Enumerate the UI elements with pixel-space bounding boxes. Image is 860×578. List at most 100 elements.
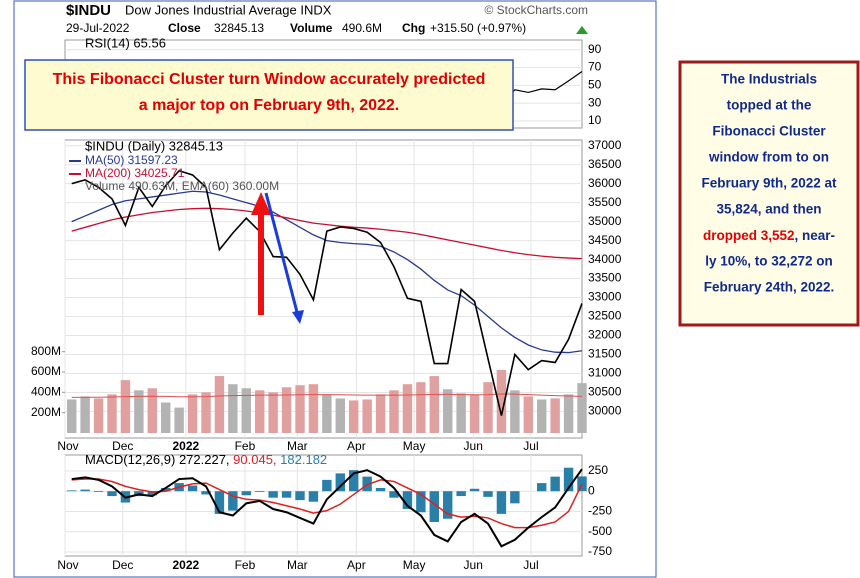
volume-legend: Volume 490.63M, EMA(60) 360.00M [85,179,279,193]
y-tick-label: 90 [588,42,602,56]
macd-legend-part: 182.182 [280,452,327,467]
volume-bar [537,399,547,433]
volume-bar [187,394,198,433]
macd-hist [107,491,117,497]
macd-hist [402,491,413,510]
close-label: Close [168,21,201,35]
ma-line [71,207,583,260]
x-tick-label: Nov [57,558,78,572]
volume-bar [443,389,453,433]
macd-hist [295,491,305,501]
plot-area: 90 70 50 30 10 RSI(14) 65.56 30000 30500 31000 31… [31,35,622,572]
volume-bar [416,382,426,433]
date: 29-Jul-2022 [66,21,130,35]
y-tick-label: 35500 [588,195,622,209]
x-tick-label: Apr [347,439,366,453]
volume-bar [201,392,211,433]
volume-bar [268,392,278,433]
macd-hist [241,491,251,496]
y-tick-label: 35000 [588,214,622,228]
volume-bar [120,380,131,433]
volume-bar [335,398,345,433]
x-tick-label: Mar [287,558,308,572]
macd-legend-part: MACD(12,26,9) [85,452,175,467]
y-tick-label: 30000 [588,404,622,418]
y-tick-label: 10 [588,113,602,127]
macd-hist [416,491,426,513]
annotation-line: a major top on February 9th, 2022. [139,97,400,114]
y-tick-label: 36500 [588,157,622,171]
note-line: topped at the [727,98,812,113]
rsi-legend: RSI(14) 65.56 [85,35,166,50]
y-tick-label: 34000 [588,252,622,266]
annotation-box [24,59,514,131]
x-tick-label: Dec [112,558,133,572]
macd-hist [268,491,278,498]
title: $INDU [66,2,111,19]
volume-bar [322,394,332,433]
x-tick-label: Jul [523,439,538,453]
volume-bar [107,394,117,433]
volume-bar [80,396,90,433]
macd-hist [335,473,345,492]
volume-bar [308,384,319,433]
x-tick-label: Nov [57,439,78,453]
volume-bar [496,369,507,433]
volume-bar [147,388,157,433]
note-text: , near- [795,228,836,243]
volume-bar [241,388,251,433]
macd-hist [201,491,211,495]
volume-value: 490.6M [342,21,382,35]
x-tick-label: May [403,439,426,453]
macd-hist [147,491,157,496]
side-note: The Industrials topped at the Fibonacci … [678,60,860,327]
y-tick-label: 34500 [588,233,622,247]
y-tick-label: 70 [588,60,602,74]
macd-hist [322,479,332,492]
volume-bar [161,402,171,433]
macd-hist [349,470,359,492]
note-line: February 24th, 2022. [704,280,835,295]
volume-bar [375,394,386,433]
volume-bar [550,398,560,433]
macd-line [71,468,583,548]
volume-bar [295,385,305,433]
macd-hist [456,491,466,497]
x-tick-label: Jun [464,558,483,572]
y-tick-label: 31000 [588,366,622,380]
macd-hist [228,491,238,511]
up-icon [576,26,588,34]
x-tick-label: Jun [464,439,483,453]
macd-legend-part: 90.045, [233,452,276,467]
macd-hist [483,491,493,497]
macd-hist [429,491,439,522]
y-tick-label: -250 [588,504,612,518]
down-arrow [264,192,300,317]
note-line: ly 10%, to 32,272 on [705,254,833,269]
macd-legend-part: 272.227, [179,452,230,467]
ma-legend: MA(50) 31597.23 [85,153,178,167]
x-tick-label: Mar [287,439,308,453]
volume-bar [483,382,493,433]
macd-hist [67,490,77,492]
volume-bar [523,396,533,433]
macd-hist [577,476,587,492]
macd-hist [469,488,480,492]
macd-hist [496,491,507,514]
y-tick-label: -750 [588,544,612,558]
macd-hist [443,491,453,519]
y-tick-label: 33000 [588,290,622,304]
volume-bar [255,390,265,433]
y-tick-label: 32000 [588,328,622,342]
volume-bar [389,390,399,433]
macd-legend: MACD(12,26,9) 272.227, 90.045, 182.182 [85,452,327,467]
y-tick-label: 30500 [588,385,622,399]
source: © StockCharts.com [484,3,588,17]
side-note-box [678,60,860,327]
annotation-line: This Fibonacci Cluster turn Window accur… [53,71,486,88]
y-tick-label: 36000 [588,176,622,190]
macd-hist [389,491,399,498]
volume-bar [349,400,359,433]
volume-bar [174,407,184,433]
